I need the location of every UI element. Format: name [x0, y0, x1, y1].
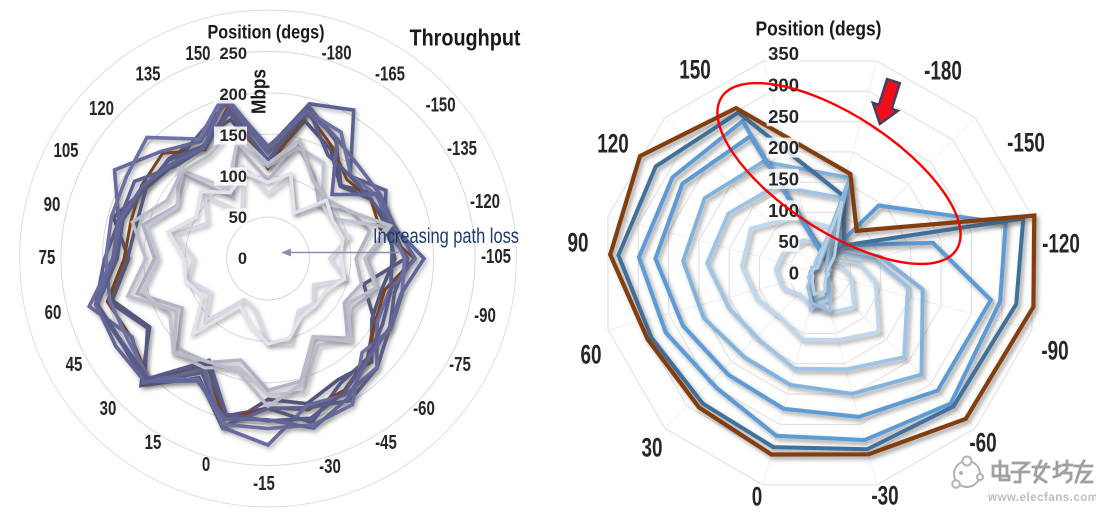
svg-text:150: 150 [679, 54, 711, 84]
svg-text:-135: -135 [447, 137, 477, 160]
svg-text:-180: -180 [322, 41, 352, 64]
svg-text:-120: -120 [1042, 228, 1080, 258]
svg-text:-60: -60 [969, 427, 996, 457]
svg-text:-180: -180 [924, 55, 962, 85]
svg-text:-105: -105 [481, 245, 511, 268]
svg-text:Position (degs): Position (degs) [208, 23, 325, 44]
svg-text:90: 90 [567, 227, 588, 257]
svg-text:-45: -45 [375, 431, 397, 454]
svg-text:-15: -15 [253, 472, 275, 495]
svg-text:350: 350 [768, 43, 799, 64]
svg-text:-30: -30 [871, 480, 898, 510]
svg-text:135: 135 [135, 62, 160, 85]
svg-text:30: 30 [100, 397, 117, 420]
svg-text:30: 30 [641, 432, 662, 462]
svg-text:250: 250 [768, 106, 799, 127]
svg-text:250: 250 [219, 45, 247, 63]
svg-text:0: 0 [202, 453, 210, 476]
svg-text:100: 100 [219, 168, 247, 186]
svg-text:Position (degs): Position (degs) [756, 19, 882, 41]
svg-text:-150: -150 [1007, 127, 1045, 157]
svg-text:-120: -120 [470, 190, 500, 213]
svg-text:-60: -60 [413, 397, 435, 420]
svg-text:50: 50 [229, 209, 247, 227]
svg-text:-150: -150 [426, 93, 456, 116]
svg-text:45: 45 [66, 353, 83, 376]
svg-text:Throughput: Throughput [410, 25, 521, 51]
svg-text:200: 200 [768, 137, 799, 158]
svg-text:150: 150 [219, 127, 247, 145]
svg-text:15: 15 [145, 431, 162, 454]
svg-text:0: 0 [752, 481, 763, 511]
svg-text:-30: -30 [319, 455, 341, 478]
svg-text:Increasing path loss: Increasing path loss [373, 224, 519, 248]
svg-text:Mbps: Mbps [249, 69, 271, 114]
svg-text:100: 100 [768, 200, 799, 221]
svg-text:120: 120 [597, 128, 629, 158]
svg-text:60: 60 [580, 339, 601, 369]
svg-text:120: 120 [89, 97, 114, 120]
svg-text:150: 150 [768, 168, 799, 189]
svg-text:www.elecfans.com: www.elecfans.com [987, 492, 1096, 504]
svg-text:150: 150 [185, 42, 210, 65]
svg-text:-90: -90 [1041, 335, 1068, 365]
svg-text:90: 90 [44, 193, 61, 216]
svg-text:60: 60 [45, 301, 62, 324]
svg-text:200: 200 [219, 86, 247, 104]
svg-text:-75: -75 [449, 353, 471, 376]
svg-text:300: 300 [768, 74, 799, 95]
svg-text:50: 50 [778, 231, 799, 252]
svg-text:0: 0 [238, 250, 247, 268]
svg-text:-165: -165 [375, 62, 405, 85]
svg-text:105: 105 [53, 139, 78, 162]
svg-text:0: 0 [789, 263, 799, 284]
svg-text:75: 75 [39, 246, 56, 269]
svg-text:-90: -90 [474, 304, 496, 327]
